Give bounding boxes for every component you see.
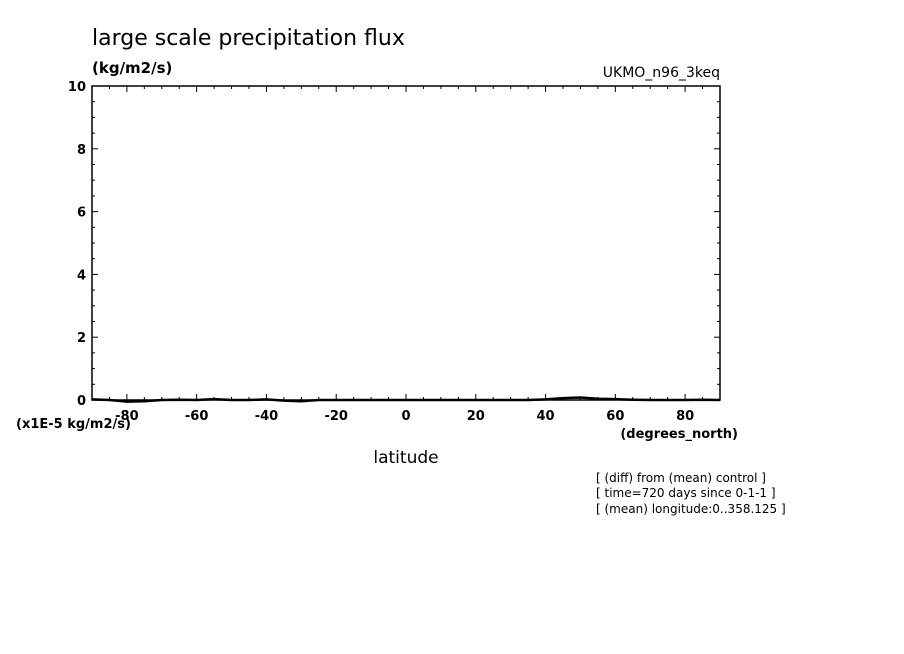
plot-frame <box>91 85 721 401</box>
x-axis: -80 -60 -40 -20 0 20 40 60 80 <box>91 86 721 424</box>
x-tick-label: 20 <box>467 409 485 424</box>
y-tick-label: 2 <box>77 331 86 346</box>
x-tick-label: 60 <box>606 409 624 424</box>
x-units-label: (degrees_north) <box>620 427 738 442</box>
series-line <box>91 396 721 403</box>
x-tick-label: -40 <box>255 409 279 424</box>
chart-title: large scale precipitation flux <box>92 26 405 51</box>
note-longitude: [ (mean) longitude:0..358.125 ] <box>596 502 786 516</box>
x-tick-label: -80 <box>115 409 139 424</box>
y-tick-label: 4 <box>77 268 86 283</box>
x-tick-label: 40 <box>537 409 555 424</box>
y-axis: 0 2 4 6 8 10 <box>68 80 720 409</box>
x-tick-label: 0 <box>401 409 410 424</box>
x-axis-label: latitude <box>373 448 438 468</box>
note-diff: [ (diff) from (mean) control ] <box>596 471 766 485</box>
x-tick-label: 80 <box>676 409 694 424</box>
y-tick-label: 6 <box>77 206 86 221</box>
model-label: UKMO_n96_3keq <box>603 65 720 81</box>
units-label: (kg/m2/s) <box>92 59 172 77</box>
note-time: [ time=720 days since 0-1-1 ] <box>596 486 776 500</box>
y-tick-label: 8 <box>77 143 86 158</box>
scale-note: (x1E-5 kg/m2/s) <box>16 417 131 432</box>
x-tick-label: -60 <box>185 409 209 424</box>
y-tick-label: 10 <box>68 80 86 95</box>
y-tick-label: 0 <box>77 394 86 409</box>
x-tick-label: -20 <box>324 409 348 424</box>
